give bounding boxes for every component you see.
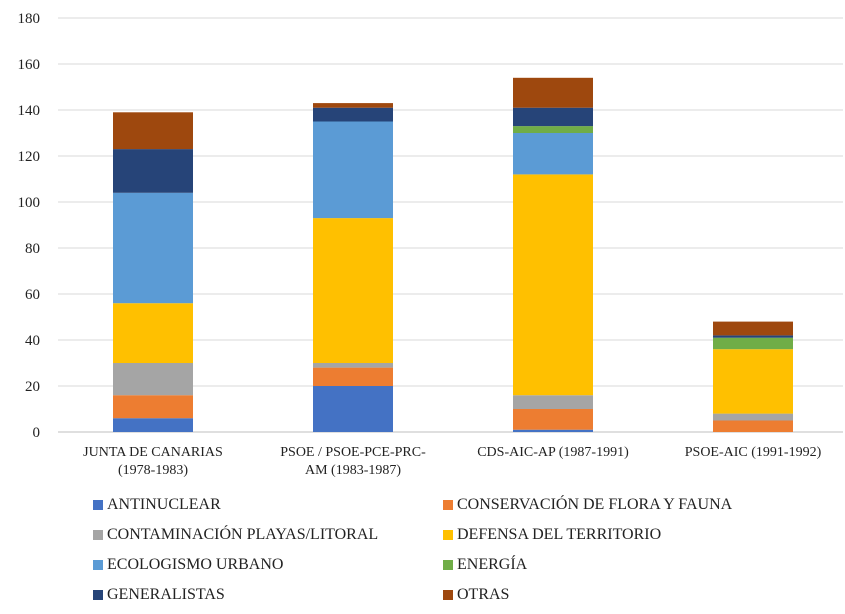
- legend-label: GENERALISTAS: [107, 586, 225, 603]
- legend-item: OTRAS: [443, 584, 793, 606]
- legend-label: CONTAMINACIÓN PLAYAS/LITORAL: [107, 526, 379, 543]
- bar-segment: [713, 337, 793, 350]
- x-category-label: CDS-AIC-AP (1987-1991): [477, 445, 629, 460]
- bar-segment: [113, 149, 193, 193]
- y-tick-label: 0: [33, 425, 41, 441]
- legend-label: DEFENSA DEL TERRITORIO: [457, 526, 662, 543]
- bar-segment: [313, 103, 393, 108]
- bar-segment: [313, 107, 393, 122]
- bar-segment: [313, 367, 393, 386]
- bar-segment: [113, 192, 193, 304]
- legend-swatch: [443, 500, 453, 510]
- legend-item: GENERALISTAS: [93, 584, 443, 606]
- legend: ANTINUCLEAR CONSERVACIÓN DE FLORA Y FAUNA…: [93, 494, 793, 606]
- bar-segment: [113, 395, 193, 419]
- bar-segment: [313, 121, 393, 219]
- bar-segment: [513, 126, 593, 133]
- bar-segment: [513, 77, 593, 108]
- bar-segment: [313, 386, 393, 432]
- legend-label: ANTINUCLEAR: [107, 496, 221, 513]
- x-category-label: PSOE-AIC (1991-1992): [685, 445, 822, 460]
- y-tick-label: 20: [25, 379, 40, 395]
- bar-segment: [113, 418, 193, 432]
- x-category-label: JUNTA DE CANARIAS (1978-1983): [83, 445, 223, 478]
- bars: [113, 77, 793, 432]
- bar-segment: [113, 303, 193, 363]
- bar-segment: [113, 112, 193, 150]
- legend-label: ENERGÍA: [457, 556, 528, 573]
- x-axis-labels: JUNTA DE CANARIAS (1978-1983) PSOE / PSOE-…: [83, 445, 821, 478]
- legend-swatch: [93, 530, 103, 540]
- y-tick-label: 140: [18, 103, 41, 119]
- bar-segment: [713, 349, 793, 414]
- bar-segment: [713, 413, 793, 421]
- legend-swatch: [443, 590, 453, 600]
- legend-item: ENERGÍA: [443, 554, 793, 576]
- legend-swatch: [443, 530, 453, 540]
- bar-segment: [313, 218, 393, 363]
- bar-segment: [513, 174, 593, 396]
- bar-segment: [513, 409, 593, 430]
- bar-segment: [513, 107, 593, 127]
- legend-item: CONTAMINACIÓN PLAYAS/LITORAL: [93, 524, 443, 546]
- bar-segment: [713, 321, 793, 336]
- stacked-bar-chart: 0 20 40 60 80 100 120 140 160 180 JUNTA DE CANARI…: [18, 11, 843, 478]
- y-axis-ticks: 0 20 40 60 80 100 120 140 160 180: [18, 11, 41, 441]
- x-category-label: PSOE / PSOE-PCE-PRC-AM (1983-1987): [280, 445, 426, 478]
- bar-segment: [513, 395, 593, 409]
- y-tick-label: 80: [25, 241, 40, 257]
- y-tick-label: 60: [25, 287, 40, 303]
- legend-swatch: [93, 500, 103, 510]
- legend-swatch: [93, 560, 103, 570]
- y-tick-label: 180: [18, 11, 41, 27]
- legend-item: ECOLOGISMO URBANO: [93, 554, 443, 576]
- legend-swatch: [443, 560, 453, 570]
- bar-segment: [513, 429, 593, 432]
- legend-label: OTRAS: [457, 586, 510, 603]
- bar-segment: [713, 335, 793, 338]
- y-tick-label: 160: [18, 57, 41, 73]
- legend-swatch: [93, 590, 103, 600]
- y-tick-label: 100: [18, 195, 41, 211]
- bar-segment: [713, 420, 793, 432]
- legend-label: ECOLOGISMO URBANO: [107, 556, 284, 573]
- y-tick-label: 120: [18, 149, 41, 165]
- bar-segment: [313, 363, 393, 368]
- bar-segment: [513, 133, 593, 175]
- bar-segment: [113, 363, 193, 396]
- legend-item: DEFENSA DEL TERRITORIO: [443, 524, 793, 546]
- y-tick-label: 40: [25, 333, 40, 349]
- legend-item: ANTINUCLEAR: [93, 494, 443, 516]
- legend-label: CONSERVACIÓN DE FLORA Y FAUNA: [457, 496, 733, 513]
- legend-item: CONSERVACIÓN DE FLORA Y FAUNA: [443, 494, 793, 516]
